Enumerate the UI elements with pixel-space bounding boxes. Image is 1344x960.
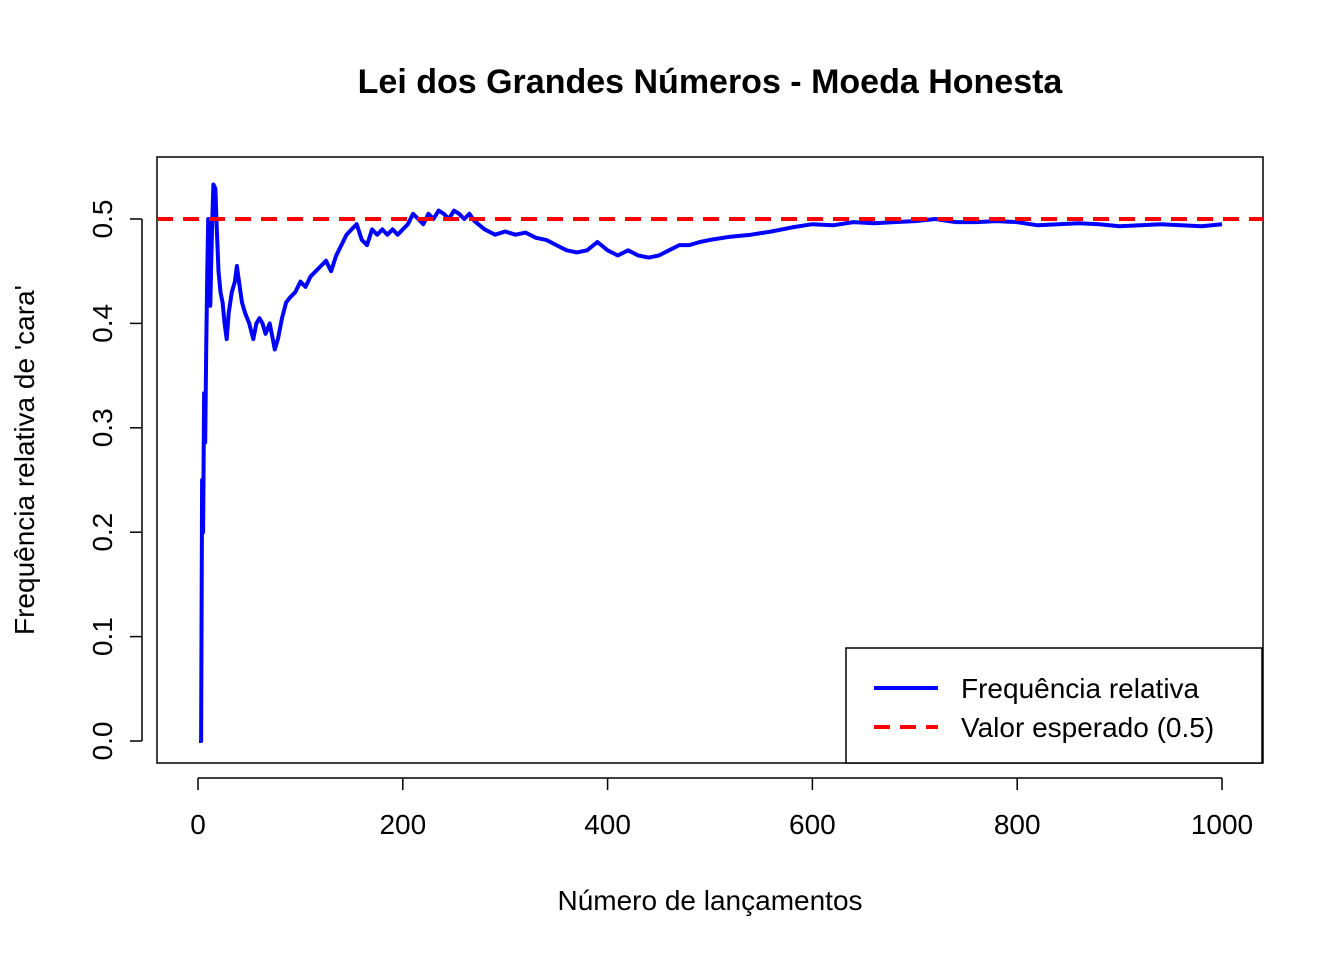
x-tick-label: 600 — [789, 809, 836, 840]
y-tick-label: 0.4 — [87, 304, 118, 343]
series-line-frequencia — [198, 182, 1223, 743]
chart-title: Lei dos Grandes Números - Moeda Honesta — [358, 63, 1064, 101]
x-tick-label: 0 — [190, 809, 206, 840]
y-axis-label: Frequência relativa de 'cara' — [9, 285, 40, 635]
y-tick-label: 0.3 — [87, 408, 118, 447]
y-tick-label: 0.5 — [87, 200, 118, 239]
y-tick-label: 0.2 — [87, 513, 118, 552]
y-tick-label: 0.1 — [87, 617, 118, 656]
x-tick-label: 200 — [379, 809, 426, 840]
x-tick-label: 400 — [584, 809, 631, 840]
y-axis: 0.0 0.1 0.2 0.3 0.4 0.5 — [87, 200, 143, 761]
legend-label-esperado: Valor esperado (0.5) — [961, 712, 1214, 743]
legend-label-frequencia: Frequência relativa — [961, 673, 1200, 704]
legend-box — [845, 647, 1263, 764]
legend: Frequência relativa Valor esperado (0.5) — [845, 647, 1263, 764]
y-tick-label: 0.0 — [87, 722, 118, 761]
plot-area — [156, 156, 1264, 764]
x-tick-label: 1000 — [1191, 809, 1253, 840]
x-axis: 0 200 400 600 800 1000 — [190, 777, 1253, 840]
series-layer — [157, 182, 1263, 743]
x-tick-label: 800 — [994, 809, 1041, 840]
x-axis-label: Número de lançamentos — [557, 885, 862, 916]
